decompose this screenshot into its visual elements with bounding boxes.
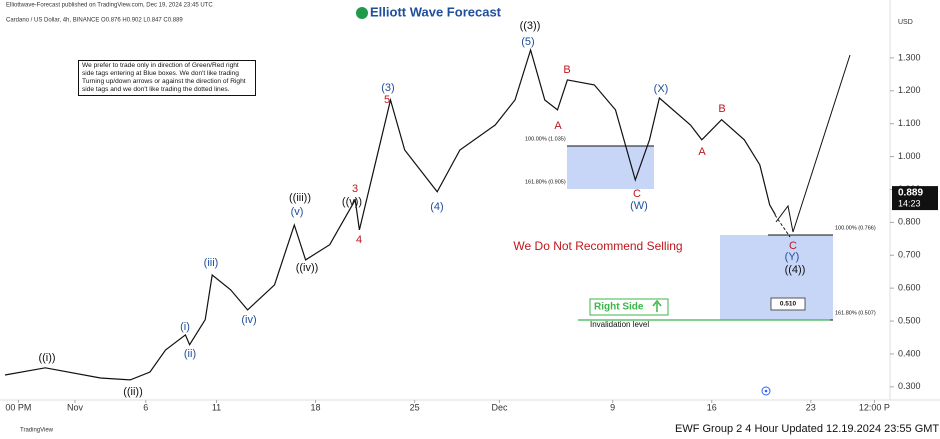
wave-label: B — [563, 64, 570, 76]
wave-label: (i) — [180, 321, 190, 333]
fib-label: 100.00% (0.766) — [835, 225, 876, 231]
invalidation-text: Invalidation level — [590, 320, 649, 329]
wave-label: (W) — [630, 200, 648, 212]
price-line — [4, 47, 776, 381]
wave-label: ((v)) — [342, 196, 362, 208]
right-side-tag — [589, 298, 669, 316]
wave-label: C — [633, 188, 641, 200]
y-tick-label: 0.400 — [898, 348, 921, 358]
y-tick-label: 0.500 — [898, 315, 921, 325]
y-tick-label: 1.100 — [898, 118, 921, 128]
y-tick-label: 0.600 — [898, 283, 921, 293]
symbol-info: Cardano / US Dollar, 4h, BINANCE O0.876 … — [6, 18, 183, 24]
x-tick-label: 12:00 P — [859, 402, 890, 412]
blue-box — [567, 146, 654, 189]
x-tick-label: 00 PM — [5, 402, 31, 412]
publisher: Elliottwave-Forecast published on Tradin… — [6, 3, 213, 9]
logo-icon — [356, 7, 368, 19]
wave-label: ((iii)) — [289, 192, 311, 204]
wave-label: ((ii)) — [123, 386, 143, 398]
note: We prefer to trade only in direction of … — [78, 60, 256, 96]
logo: Elliott Wave Forecast — [370, 4, 502, 19]
fib-label: 100.00% (1.035) — [525, 136, 566, 142]
wave-label: ((iv)) — [296, 262, 319, 274]
y-tick-label: 0.700 — [898, 250, 921, 260]
value-box — [770, 297, 806, 311]
countdown: 14:23 — [898, 198, 921, 208]
wave-label: 5 — [384, 94, 390, 106]
y-tick-label: 1.000 — [898, 151, 921, 161]
footer: EWF Group 2 4 Hour Updated 12.19.2024 23… — [675, 423, 939, 435]
x-tick-label: 23 — [806, 402, 816, 412]
value-box-text: 0.510 — [780, 301, 797, 308]
wave-label: C — [789, 240, 797, 252]
x-tick-label: 11 — [212, 402, 221, 412]
icon — [764, 389, 768, 393]
wave-label: (5) — [521, 36, 534, 48]
wave-label: (iv) — [241, 314, 256, 326]
icon — [761, 386, 771, 396]
wave-label: (3) — [381, 82, 394, 94]
wave-label: A — [554, 120, 562, 132]
fib-label: 161.80% (0.507) — [835, 310, 876, 316]
x-tick-label: Nov — [67, 402, 84, 412]
projection — [775, 54, 851, 233]
wave-label: (iii) — [204, 257, 219, 269]
wave-label: ((i)) — [38, 352, 55, 364]
x-tick-label: 25 — [410, 402, 420, 412]
y-tick-label: 0.300 — [898, 381, 921, 391]
arrow-up — [652, 299, 662, 312]
currency: USD — [898, 19, 913, 26]
wave-label: ((3)) — [520, 20, 541, 32]
x-tick-label: 9 — [610, 402, 615, 412]
x-tick-label: 16 — [707, 402, 717, 412]
projection-dotted — [774, 214, 791, 238]
wave-label: (ii) — [184, 348, 196, 360]
wave-label: (X) — [654, 83, 669, 95]
right-side-text: Right Side — [594, 302, 644, 313]
footer-brand: TradingView — [20, 428, 54, 434]
headline: We Do Not Recommend Selling — [513, 239, 682, 253]
wave-label: B — [718, 103, 725, 115]
wave-label: (Y) — [785, 251, 800, 263]
x-tick-label: 18 — [311, 402, 321, 412]
wave-label: (v) — [291, 206, 304, 218]
wave-label: 4 — [356, 234, 362, 246]
wave-label: 3 — [352, 183, 358, 195]
y-tick-label: 0.800 — [898, 217, 921, 227]
last-price-tag — [892, 186, 938, 211]
wave-label: (4) — [430, 201, 443, 213]
wave-label: A — [698, 146, 706, 158]
y-tick-label: 1.300 — [898, 52, 921, 62]
wave-label: ((4)) — [785, 264, 806, 276]
last-price: 0.889 — [898, 188, 923, 199]
fib-label: 161.80% (0.905) — [525, 179, 566, 185]
x-tick-label: Dec — [491, 402, 508, 412]
y-tick-label: 1.200 — [898, 85, 921, 95]
x-tick-label: 6 — [143, 402, 148, 412]
